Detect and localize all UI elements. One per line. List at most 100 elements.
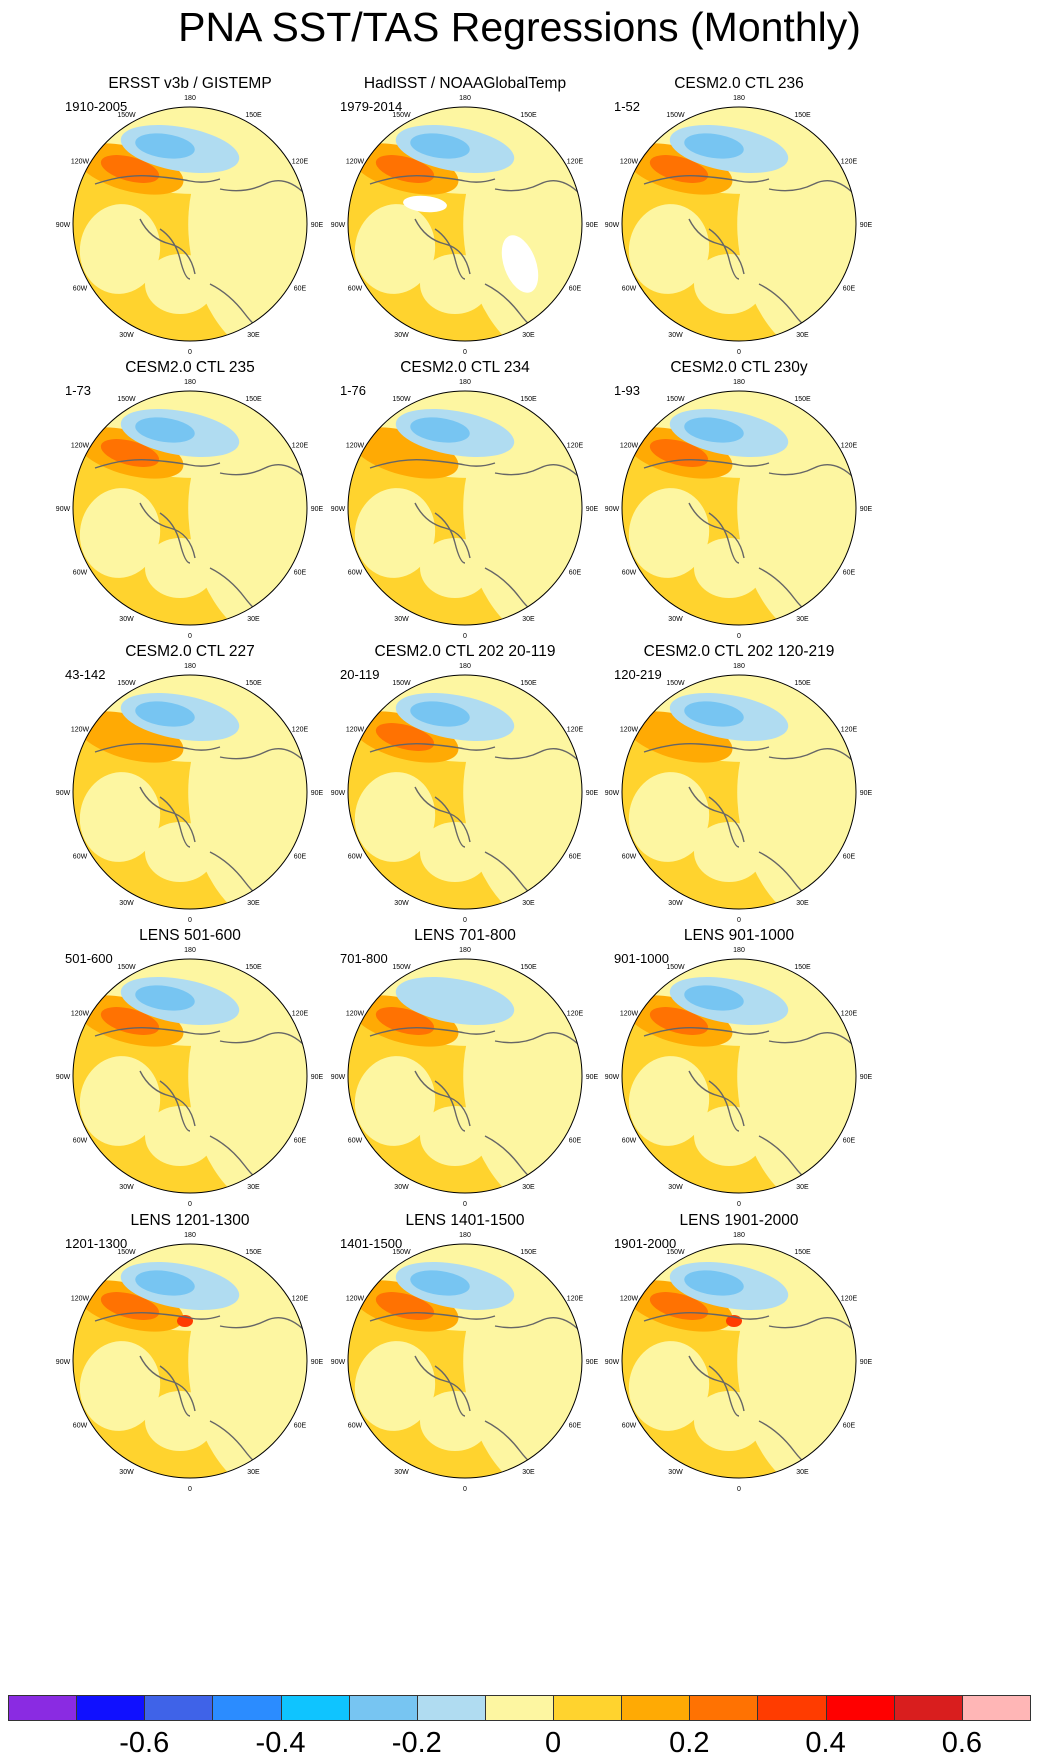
coastline: [369, 458, 496, 469]
map-border: [347, 958, 583, 1194]
lon-label: 120E: [567, 159, 584, 166]
coastline: [708, 1080, 740, 1132]
lon-label: 90W: [56, 1074, 71, 1081]
lon-label: 150W: [392, 1249, 411, 1256]
lon-label: 30E: [522, 1469, 535, 1476]
arctic-negative-region: [420, 822, 490, 882]
coastline: [708, 512, 740, 564]
map-panel: LENS 1901-2000 1901-2000 180 150E 120E 90E 60E…: [605, 1211, 924, 1529]
lon-label: 60W: [622, 570, 637, 577]
panel-period: 20-119: [340, 667, 380, 682]
lon-label: 60W: [73, 286, 88, 293]
coastline: [434, 1080, 466, 1132]
arctic-negative-region: [694, 1106, 764, 1166]
lon-label: 180: [459, 379, 471, 386]
panel-title: LENS 701-800: [414, 927, 516, 944]
lon-label: 60W: [348, 854, 363, 861]
panel-title: LENS 1901-2000: [679, 1212, 799, 1229]
lon-label: 150W: [117, 396, 136, 403]
lon-label: 150W: [392, 112, 411, 119]
colorbar-box: [689, 1695, 759, 1721]
coastline: [414, 218, 471, 275]
arctic-negative-region: [420, 1391, 490, 1451]
lon-label: 180: [184, 663, 196, 670]
panel-period: 1910-2005: [65, 99, 128, 114]
coastline: [414, 1070, 471, 1127]
colorbar-label: -0.4: [255, 1727, 306, 1759]
lon-label: 90E: [311, 506, 324, 513]
lon-label: 60E: [843, 854, 856, 861]
npacific-negative-core: [410, 417, 470, 443]
lon-label: 90W: [605, 1074, 620, 1081]
coastline: [369, 1311, 496, 1322]
coastline: [219, 748, 306, 763]
arctic-negative-region: [420, 1106, 490, 1166]
lon-label: 90E: [586, 222, 599, 229]
lon-label: 180: [733, 379, 745, 386]
lon-label: 90W: [56, 506, 71, 513]
arctic-negative-region: [145, 1106, 215, 1166]
lon-label: 180: [733, 663, 745, 670]
coastline: [434, 796, 466, 848]
lon-label: 90W: [331, 506, 346, 513]
npacific-negative-core: [684, 985, 744, 1011]
panel-period: 501-600: [65, 951, 113, 966]
panel-period: 1-73: [65, 383, 92, 398]
map-panel: CESM2.0 CTL 235 1-73 180 150E 120E 90E 60E 30E 0…: [56, 358, 375, 676]
coastline: [414, 786, 471, 843]
map-border: [72, 106, 308, 342]
lon-label: 180: [184, 95, 196, 102]
polar-map: 180 150E 120E 90E 60E 30E 0 30W 60W 90W 120W 150W: [331, 95, 599, 356]
map-border: [621, 1243, 857, 1479]
polar-map: 180 150E 120E 90E 60E 30E 0 30W 60W 90W 120W 150W: [331, 947, 599, 1208]
coastline: [494, 748, 581, 763]
panel-period: 1-52: [614, 99, 641, 114]
lon-label: 60W: [348, 1423, 363, 1430]
coastline: [434, 228, 466, 280]
lon-label: 150E: [520, 396, 537, 403]
panel-title: LENS 1401-1500: [405, 1212, 525, 1229]
coastline: [768, 1032, 855, 1047]
coastline: [414, 1355, 471, 1412]
lon-label: 30W: [668, 332, 683, 339]
lon-label: 30W: [394, 1469, 409, 1476]
coastline: [434, 1365, 466, 1417]
lon-label: 150E: [245, 112, 262, 119]
coastline: [369, 1026, 496, 1037]
lon-label: 150W: [666, 1249, 685, 1256]
arctic-negative-region: [420, 254, 490, 314]
lon-label: 120W: [71, 1296, 90, 1303]
lon-label: 120E: [292, 1011, 309, 1018]
lon-label: 90E: [586, 1074, 599, 1081]
map-panel: LENS 501-600 501-600 180 150E 120E 90E 60E 30E 0…: [56, 926, 375, 1244]
colorbar-box: [961, 1695, 1031, 1721]
map-border: [72, 390, 308, 626]
panel-title: LENS 1201-1300: [130, 1212, 250, 1229]
map-panel: LENS 701-800 701-800 180 150E 120E 90E 60E 30E 0…: [331, 926, 650, 1244]
lon-label: 120W: [620, 1011, 639, 1018]
panel-period: 1201-1300: [65, 1236, 128, 1251]
map-border: [72, 958, 308, 1194]
lon-label: 150W: [392, 680, 411, 687]
lon-label: 0: [188, 1486, 192, 1493]
atlantic-negative-region: [354, 1341, 436, 1431]
lon-label: 30E: [522, 900, 535, 907]
panel-period: 1401-1500: [340, 1236, 403, 1251]
lon-label: 0: [463, 349, 467, 356]
lon-label: 30W: [119, 900, 134, 907]
colorbar-label: -0.6: [119, 1727, 170, 1759]
lon-label: 90W: [331, 790, 346, 797]
coastline: [643, 174, 770, 185]
atlantic-negative-region: [354, 488, 436, 578]
lon-label: 150E: [245, 680, 262, 687]
colorbar-box: [757, 1695, 827, 1721]
colorbar-box: [212, 1695, 282, 1721]
map-panel: CESM2.0 CTL 227 43-142 180 150E 120E 90E 60E 30…: [56, 642, 375, 960]
lon-label: 150W: [117, 112, 136, 119]
lon-label: 30E: [247, 616, 260, 623]
lon-label: 150E: [520, 964, 537, 971]
arctic-negative-region: [694, 254, 764, 314]
polar-map: 180 150E 120E 90E 60E 30E 0 30W 60W 90W 120W 150W: [605, 947, 873, 1208]
map-panel: CESM2.0 CTL 202 120-219 120-219 180 150E 120…: [605, 642, 924, 960]
lon-label: 120W: [346, 443, 365, 450]
